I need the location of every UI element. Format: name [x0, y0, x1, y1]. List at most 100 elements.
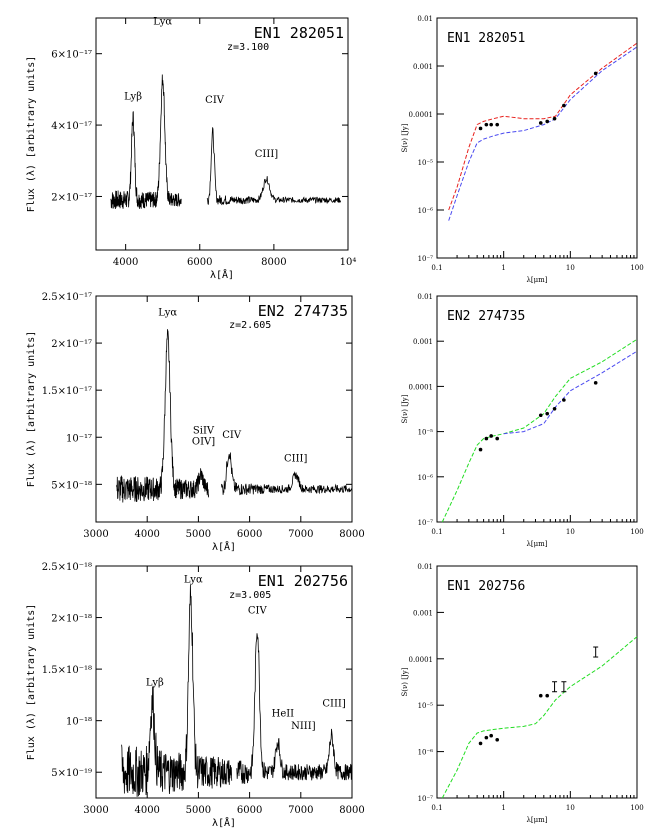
y-tick-label: 0.01	[417, 15, 433, 23]
y-tick-label: 0.01	[417, 563, 433, 571]
x-tick-label: 6000	[237, 529, 262, 540]
x-tick-label: 0.1	[431, 528, 442, 536]
x-axis-label: λ[μm]	[526, 816, 547, 824]
x-tick-label: 5000	[186, 529, 211, 540]
plot-frame	[436, 295, 638, 523]
y-tick-label: 1.5×10⁻¹⁸	[42, 665, 92, 676]
photometry-point	[484, 436, 489, 441]
redshift-label: z=3.100	[227, 42, 269, 53]
spectrum-trace	[116, 329, 209, 503]
y-tick-label: 1.5×10⁻¹⁷	[42, 386, 92, 397]
sed-panel-3: 0.1 1 10 100 10⁻⁷ 10⁻⁶ 10⁻⁵ 0.0001 0.001 0.01 λ[μm…	[401, 293, 644, 548]
spectrum-panel-0: 4000 6000 8000 10⁴ 2×10⁻¹⁷ 4×10⁻¹⁷ 6×10⁻¹⁷ λ[Å]…	[26, 17, 356, 281]
y-axis-label: S(ν) [Jy]	[401, 123, 409, 152]
y-tick-label: 0.0001	[409, 383, 434, 391]
panel-title: EN1 202756	[258, 572, 348, 590]
y-axis-label: Flux (λ) [arbitrary units]	[26, 331, 37, 488]
emission-line-label: CIV	[248, 606, 268, 617]
sed-model-model-blue	[448, 46, 638, 221]
x-tick-label: 6000	[187, 257, 212, 268]
x-axis-label: λ[Å]	[212, 816, 236, 829]
panel-title: EN1 282051	[254, 24, 344, 42]
x-tick-label: 8000	[261, 257, 286, 268]
plot-frame	[436, 17, 638, 259]
spectrum-trace	[221, 452, 353, 496]
photometry-point	[495, 122, 500, 127]
sed-model-model-green	[441, 338, 638, 523]
x-axis-label: λ[μm]	[526, 540, 547, 548]
x-tick-label: 10	[566, 804, 575, 812]
y-tick-label: 2×10⁻¹⁷	[51, 192, 92, 203]
y-tick-label: 4×10⁻¹⁷	[51, 121, 92, 132]
y-tick-label: 10⁻⁵	[418, 702, 434, 710]
photometry-point	[495, 737, 500, 742]
photometry-point	[478, 447, 483, 452]
y-tick-label: 0.001	[413, 63, 433, 71]
photometry-point	[478, 126, 483, 131]
sed-panel-5: 0.1 1 10 100 10⁻⁷ 10⁻⁶ 10⁻⁵ 0.0001 0.001 0.01 λ[μm…	[401, 563, 644, 824]
y-tick-label: 2×10⁻¹⁸	[51, 614, 92, 625]
photometry-point	[545, 411, 550, 416]
spectrum-trace	[121, 584, 233, 797]
plot-frame	[436, 565, 638, 799]
x-tick-label: 100	[630, 264, 643, 272]
spectrum-trace	[206, 127, 341, 206]
photometry-point	[538, 121, 543, 125]
y-tick-label: 10⁻⁵	[418, 159, 434, 167]
emission-line-label: NIII]	[291, 721, 316, 732]
emission-line-label: HeII	[272, 709, 295, 720]
y-axis-label: Flux (λ) [arbitrary units]	[26, 604, 37, 761]
y-tick-label: 10⁻⁶	[418, 749, 434, 757]
sed-panel-1: 0.1 1 10 100 10⁻⁷ 10⁻⁶ 10⁻⁵ 0.0001 0.001 0.01 λ[μm…	[401, 15, 644, 284]
emission-line-label: Lyα	[184, 575, 203, 586]
y-tick-label: 10⁻⁷	[418, 255, 434, 263]
redshift-label: z=2.605	[229, 320, 271, 331]
x-tick-label: 10⁴	[340, 257, 357, 268]
photometry-point	[489, 733, 493, 738]
y-tick-label: 0.0001	[409, 111, 434, 119]
x-tick-label: 6000	[237, 805, 262, 816]
emission-line-label: CIII]	[322, 698, 346, 709]
emission-line-label: Lyβ	[146, 678, 164, 689]
photometry-point	[593, 381, 598, 385]
photometry-point	[478, 741, 483, 746]
x-tick-label: 100	[630, 528, 643, 536]
x-tick-label: 1	[501, 528, 505, 536]
x-tick-label: 7000	[288, 529, 313, 540]
emission-line-label: CIII]	[284, 454, 308, 465]
y-axis-label: S(ν) [Jy]	[401, 394, 409, 423]
photometry-point	[552, 406, 557, 411]
photometry-point	[552, 116, 557, 121]
y-tick-label: 10⁻⁶	[418, 207, 434, 215]
emission-line-label: CIV	[205, 95, 225, 106]
spectrum-panel-2: 3000 4000 5000 6000 7000 8000 5×10⁻¹⁸ 10⁻¹⁷ 1.5×…	[26, 292, 365, 553]
y-tick-label: 10⁻⁵	[418, 429, 434, 437]
x-axis-label: λ[μm]	[526, 276, 547, 284]
y-tick-label: 0.0001	[409, 656, 434, 664]
y-tick-label: 5×10⁻¹⁸	[51, 480, 92, 491]
x-axis-label: λ[Å]	[210, 268, 234, 281]
plot-frame	[95, 565, 353, 799]
x-tick-label: 8000	[339, 805, 364, 816]
x-axis-label: λ[Å]	[212, 540, 236, 553]
y-tick-label: 0.001	[413, 338, 433, 346]
x-tick-label: 0.1	[431, 804, 442, 812]
x-tick-label: 10	[566, 528, 575, 536]
x-tick-label: 8000	[339, 529, 364, 540]
spectrum-trace	[236, 633, 353, 785]
y-tick-label: 10⁻⁷	[418, 519, 434, 527]
emission-line-label: Lyα	[158, 308, 177, 319]
photometry-point	[489, 122, 493, 127]
photometry-point	[484, 735, 489, 740]
x-tick-label: 1	[501, 804, 505, 812]
photometry-point	[593, 71, 598, 76]
photometry-point	[538, 693, 543, 698]
spectrum-trace	[110, 74, 182, 210]
plot-frame	[95, 17, 349, 251]
x-tick-label: 0.1	[431, 264, 442, 272]
sed-model-model-red	[448, 42, 638, 211]
x-tick-label: 4000	[113, 257, 138, 268]
x-tick-label: 3000	[83, 529, 108, 540]
y-tick-label: 5×10⁻¹⁹	[51, 768, 92, 779]
sed-model-model-green	[441, 636, 638, 799]
